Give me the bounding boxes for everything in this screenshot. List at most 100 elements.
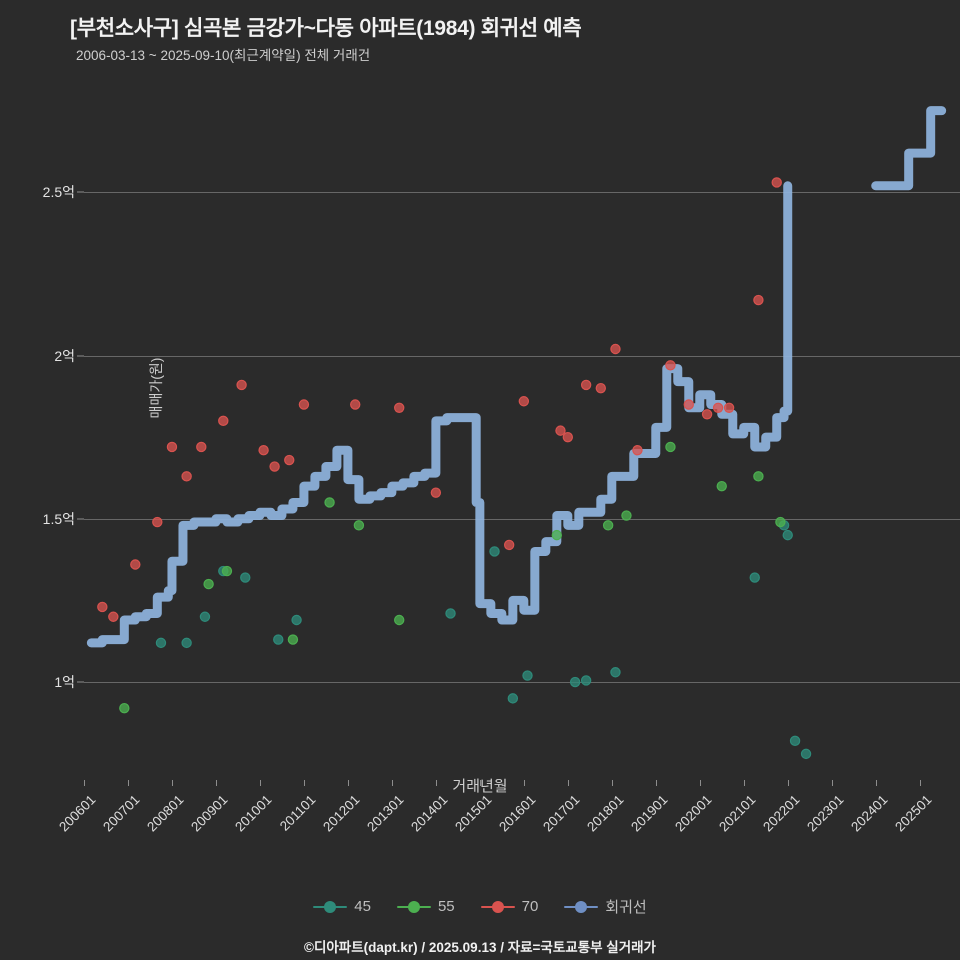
data-point-70[interactable]	[580, 379, 592, 391]
data-point-70[interactable]	[503, 539, 515, 551]
y-tick-mark	[77, 355, 84, 357]
data-point-55[interactable]	[716, 480, 727, 492]
data-point-45[interactable]	[507, 693, 519, 704]
x-tick-label: 201401	[407, 792, 451, 835]
data-point-70[interactable]	[555, 425, 566, 436]
data-point-70[interactable]	[236, 379, 247, 391]
data-point-45[interactable]	[445, 608, 456, 619]
x-tick-label: 200601	[56, 792, 99, 835]
data-point-45[interactable]	[789, 735, 801, 747]
data-point-55[interactable]	[287, 634, 299, 645]
data-point-55[interactable]	[602, 520, 614, 531]
data-point-45[interactable]	[800, 748, 812, 760]
data-point-70[interactable]	[218, 415, 229, 427]
legend-label: 회귀선	[605, 899, 647, 916]
data-point-55[interactable]	[753, 471, 764, 482]
y-tick-label: 1억	[54, 674, 75, 691]
data-point-45[interactable]	[155, 637, 167, 649]
data-point-70[interactable]	[269, 461, 280, 472]
legend-marker-icon	[313, 900, 348, 913]
data-point-45[interactable]	[522, 670, 533, 681]
legend-marker-icon	[396, 900, 431, 913]
plot-area: 매매가(원) 1억 1.5억 2억 2.5억 200601 200701 200801 20…	[43, 78, 960, 834]
data-point-70[interactable]	[284, 454, 295, 466]
data-point-55[interactable]	[551, 529, 563, 541]
x-tick-label: 202501	[891, 792, 935, 835]
data-point-70[interactable]	[632, 445, 643, 456]
data-point-45[interactable]	[240, 572, 251, 583]
x-tick-label: 201101	[276, 792, 319, 834]
data-point-70[interactable]	[723, 402, 735, 413]
x-tick-label: 201701	[539, 792, 583, 835]
data-point-70[interactable]	[753, 294, 764, 306]
data-point-55[interactable]	[665, 441, 676, 453]
data-point-55[interactable]	[775, 516, 786, 528]
x-tick-label: 202401	[847, 792, 891, 835]
data-point-45[interactable]	[782, 529, 793, 541]
data-point-70[interactable]	[166, 441, 178, 453]
legend-label: 70	[521, 898, 539, 915]
y-tick-mark	[77, 518, 84, 520]
data-point-45[interactable]	[273, 634, 284, 645]
data-point-55[interactable]	[324, 497, 335, 508]
data-point-55[interactable]	[119, 702, 130, 714]
data-point-55[interactable]	[221, 565, 233, 577]
legend-item-55[interactable]: 55	[396, 898, 455, 915]
x-tick-mark	[259, 780, 261, 786]
regression-line	[871, 106, 947, 191]
x-tick-label: 201601	[495, 792, 539, 835]
legend-item-70[interactable]: 70	[480, 898, 539, 915]
data-point-70[interactable]	[97, 601, 108, 613]
x-axis-title: 거래년월	[452, 778, 508, 795]
data-point-55[interactable]	[353, 520, 365, 531]
data-point-70[interactable]	[430, 487, 442, 498]
x-tick-label: 200901	[188, 792, 231, 835]
x-tick-mark	[523, 780, 525, 786]
data-point-55[interactable]	[621, 510, 632, 521]
data-point-70[interactable]	[152, 516, 163, 528]
data-point-70[interactable]	[771, 177, 782, 188]
data-point-70[interactable]	[181, 471, 192, 482]
data-point-70[interactable]	[701, 409, 713, 420]
data-point-70[interactable]	[130, 559, 141, 570]
legend-marker-icon	[480, 900, 515, 913]
data-point-45[interactable]	[569, 676, 581, 688]
data-point-70[interactable]	[562, 431, 574, 443]
x-tick-mark	[435, 780, 437, 786]
data-point-70[interactable]	[394, 402, 405, 413]
legend-item-회귀선[interactable]: 회귀선	[564, 896, 647, 917]
x-tick-mark	[787, 780, 789, 786]
data-point-70[interactable]	[258, 445, 269, 456]
x-tick-mark	[479, 780, 481, 786]
data-point-70[interactable]	[518, 396, 530, 407]
data-point-45[interactable]	[580, 675, 592, 686]
data-point-45[interactable]	[199, 611, 211, 622]
data-point-70[interactable]	[683, 399, 694, 410]
data-point-45[interactable]	[749, 572, 760, 583]
data-point-70[interactable]	[298, 399, 310, 410]
data-point-70[interactable]	[350, 399, 361, 410]
footer-credit: ©디아파트(dapt.kr) / 2025.09.13 / 자료=국토교통부 실…	[304, 940, 656, 955]
data-point-45[interactable]	[291, 614, 302, 626]
data-point-45[interactable]	[489, 546, 500, 557]
data-point-45[interactable]	[181, 637, 192, 649]
data-point-70[interactable]	[196, 441, 207, 453]
gridline	[84, 518, 960, 520]
chart-legend: 45 55 70 회귀선	[0, 896, 960, 917]
data-series-layer	[86, 106, 947, 760]
data-point-70[interactable]	[595, 382, 607, 394]
data-point-70[interactable]	[665, 360, 676, 371]
data-point-55[interactable]	[203, 578, 214, 590]
x-tick-label: 201001	[232, 792, 275, 835]
data-point-70[interactable]	[108, 611, 119, 622]
y-tick-label: 1.5억	[42, 510, 75, 527]
data-point-70[interactable]	[610, 343, 621, 355]
data-point-70[interactable]	[712, 402, 724, 413]
data-point-45[interactable]	[610, 667, 621, 678]
x-tick-mark	[171, 780, 173, 786]
x-tick-mark	[303, 780, 305, 786]
legend-item-45[interactable]: 45	[313, 898, 371, 915]
regression-line	[86, 181, 793, 648]
x-tick-label: 201801	[583, 792, 627, 835]
data-point-55[interactable]	[394, 614, 405, 626]
